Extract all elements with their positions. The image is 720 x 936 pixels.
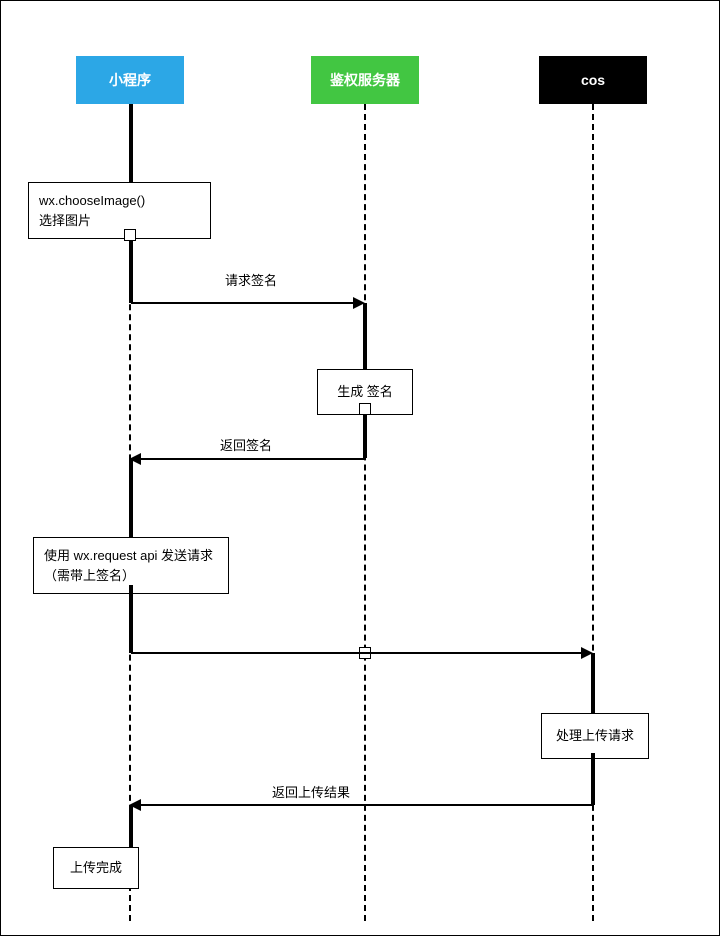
msg-return-result-line: [141, 804, 594, 806]
actor-authserver-label: 鉴权服务器: [330, 70, 400, 90]
note-choose-image: wx.chooseImage()选择图片: [28, 182, 211, 239]
activation-authserver-2: [363, 415, 367, 458]
note-send-request-text: 使用 wx.request api 发送请求（需带上签名）: [44, 548, 213, 583]
note-choose-image-text: wx.chooseImage()选择图片: [39, 193, 145, 228]
note-handle-upload-text: 处理上传请求: [556, 728, 634, 743]
msg-return-sign-line: [141, 458, 366, 460]
activation-miniprogram-4: [129, 585, 133, 653]
msg-to-cos-line: [131, 652, 581, 654]
note-handle-upload: 处理上传请求: [541, 713, 649, 759]
activation-miniprogram-2: [129, 241, 133, 303]
actor-cos-label: cos: [581, 72, 605, 88]
actor-miniprogram: 小程序: [76, 56, 184, 104]
note-upload-done: 上传完成: [53, 847, 139, 889]
msg-request-sign-line: [131, 302, 353, 304]
activation-cos: [591, 653, 595, 713]
connector-2: [359, 403, 371, 415]
msg-return-result-label: 返回上传结果: [251, 782, 371, 801]
actor-cos: cos: [539, 56, 647, 104]
msg-return-sign-label: 返回签名: [196, 435, 296, 454]
msg-request-sign-label: 请求签名: [201, 270, 301, 289]
connector-1: [124, 229, 136, 241]
activation-authserver: [363, 303, 367, 369]
activation-miniprogram-3: [129, 459, 133, 537]
actor-authserver: 鉴权服务器: [311, 56, 419, 104]
note-generate-sign-text: 生成 签名: [337, 384, 393, 399]
activation-cos-2: [591, 753, 595, 805]
activation-miniprogram-5: [129, 805, 133, 847]
actor-miniprogram-label: 小程序: [109, 70, 151, 90]
note-upload-done-text: 上传完成: [70, 860, 122, 875]
activation-miniprogram-top: [129, 104, 133, 182]
